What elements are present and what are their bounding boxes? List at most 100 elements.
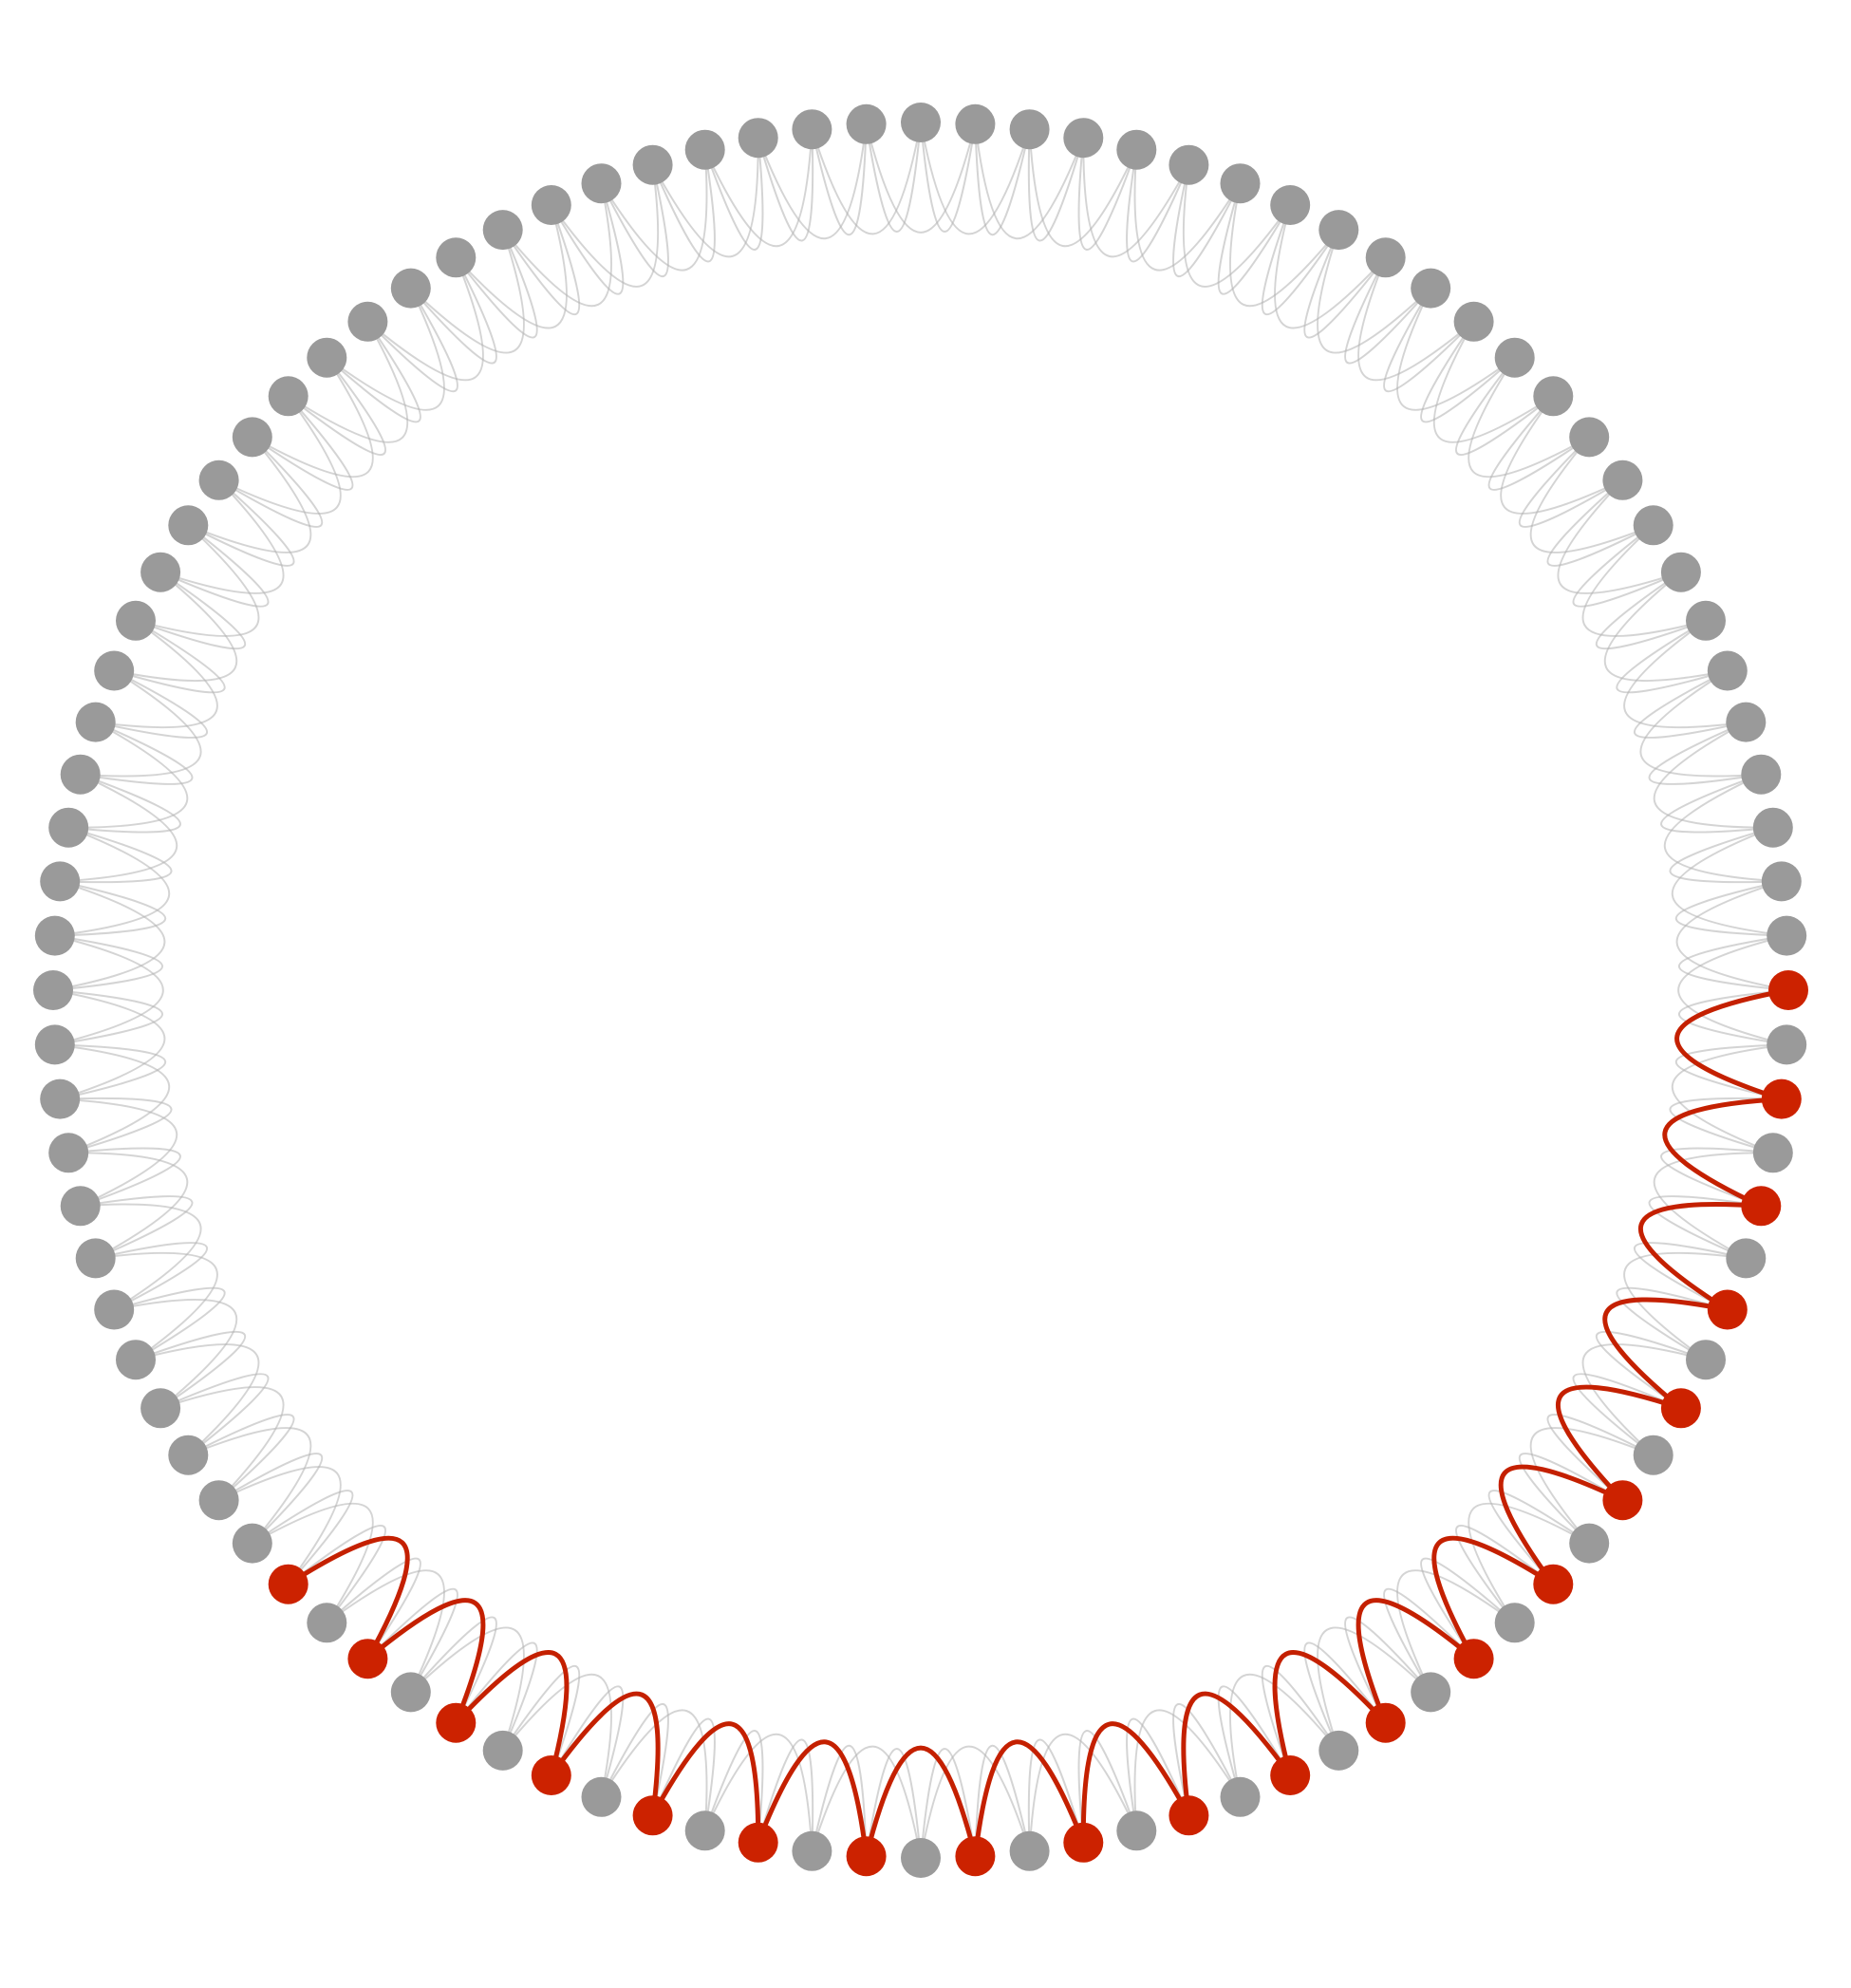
- node-79: [1116, 130, 1156, 170]
- node-57: [116, 601, 156, 641]
- node-84: [1366, 237, 1406, 277]
- highlight-node-22: [1063, 1823, 1103, 1863]
- highlight-node-16: [1366, 1703, 1406, 1743]
- node-94: [1708, 651, 1748, 691]
- node-37: [307, 1603, 346, 1642]
- node-62: [269, 376, 308, 416]
- node-49: [35, 1024, 75, 1064]
- node-83: [1318, 210, 1358, 250]
- node-9: [1634, 1435, 1673, 1475]
- node-52: [40, 861, 80, 901]
- highlight-node-24: [955, 1836, 995, 1876]
- node-19: [1221, 1777, 1261, 1817]
- node-63: [307, 338, 346, 378]
- node-59: [168, 505, 208, 545]
- node-89: [1569, 417, 1609, 457]
- node-70: [633, 145, 673, 185]
- highlight-node-10: [1602, 1480, 1642, 1520]
- edges-background-group: [53, 122, 1788, 1858]
- highlight-node-6: [1708, 1290, 1748, 1330]
- node-31: [582, 1777, 622, 1817]
- node-93: [1686, 601, 1726, 641]
- node-40: [199, 1480, 239, 1520]
- node-71: [685, 130, 725, 170]
- node-41: [168, 1435, 208, 1475]
- node-99: [1767, 916, 1806, 956]
- node-46: [61, 1186, 101, 1226]
- node-74: [847, 104, 887, 144]
- highlight-node-34: [436, 1703, 476, 1743]
- highlight-node-8: [1661, 1388, 1701, 1428]
- node-98: [1762, 861, 1802, 901]
- highlight-node-4: [1741, 1186, 1781, 1226]
- node-21: [1116, 1810, 1156, 1850]
- node-27: [792, 1831, 832, 1871]
- highlight-node-26: [847, 1836, 887, 1876]
- node-50: [33, 970, 73, 1010]
- node-60: [199, 460, 239, 500]
- highlight-node-18: [1270, 1755, 1310, 1795]
- nodes-group: [33, 103, 1808, 1878]
- node-58: [140, 553, 180, 592]
- node-90: [1602, 460, 1642, 500]
- node-39: [233, 1524, 272, 1564]
- node-88: [1533, 376, 1573, 416]
- highlight-node-2: [1762, 1079, 1802, 1119]
- highlight-node-28: [739, 1823, 778, 1863]
- node-29: [685, 1810, 725, 1850]
- node-17: [1318, 1731, 1358, 1771]
- node-42: [140, 1388, 180, 1428]
- node-54: [61, 755, 101, 795]
- node-35: [391, 1672, 431, 1712]
- node-81: [1221, 163, 1261, 203]
- node-73: [792, 109, 832, 149]
- node-68: [532, 185, 571, 225]
- node-61: [233, 417, 272, 457]
- node-7: [1686, 1340, 1726, 1379]
- highlight-node-30: [633, 1795, 673, 1835]
- node-55: [76, 703, 116, 742]
- node-44: [94, 1290, 134, 1330]
- node-51: [35, 916, 75, 956]
- node-87: [1495, 338, 1535, 378]
- node-80: [1169, 145, 1208, 185]
- node-25: [901, 1838, 941, 1878]
- node-15: [1411, 1672, 1450, 1712]
- node-5: [1726, 1238, 1766, 1278]
- highlight-node-12: [1533, 1565, 1573, 1604]
- node-45: [76, 1238, 116, 1278]
- highlight-node-32: [532, 1755, 571, 1795]
- highlight-node-14: [1454, 1639, 1494, 1679]
- highlight-node-38: [269, 1565, 308, 1604]
- node-1: [1767, 1024, 1806, 1064]
- node-13: [1495, 1603, 1535, 1642]
- node-91: [1634, 505, 1673, 545]
- node-82: [1270, 185, 1310, 225]
- node-11: [1569, 1524, 1609, 1564]
- node-56: [94, 651, 134, 691]
- node-3: [1753, 1133, 1793, 1172]
- node-76: [955, 104, 995, 144]
- node-67: [483, 210, 523, 250]
- node-47: [48, 1133, 88, 1172]
- node-95: [1726, 703, 1766, 742]
- node-69: [582, 163, 622, 203]
- node-92: [1661, 553, 1701, 592]
- node-75: [901, 103, 941, 142]
- node-77: [1010, 109, 1050, 149]
- node-43: [116, 1340, 156, 1379]
- node-72: [739, 118, 778, 158]
- node-53: [48, 808, 88, 848]
- node-33: [483, 1731, 523, 1771]
- node-65: [391, 269, 431, 309]
- node-85: [1411, 269, 1450, 309]
- highlight-node-20: [1169, 1795, 1208, 1835]
- node-23: [1010, 1831, 1050, 1871]
- node-78: [1063, 118, 1103, 158]
- node-97: [1753, 808, 1793, 848]
- highlight-node-36: [347, 1639, 387, 1679]
- node-64: [347, 302, 387, 342]
- highlight-node-0: [1768, 970, 1808, 1010]
- node-86: [1454, 302, 1494, 342]
